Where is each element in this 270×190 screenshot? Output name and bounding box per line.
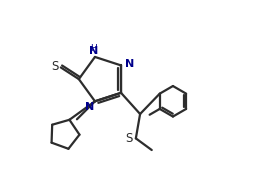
- Text: S: S: [51, 60, 58, 73]
- Text: N: N: [125, 59, 134, 69]
- Text: S: S: [125, 132, 133, 145]
- Text: N: N: [85, 102, 94, 112]
- Text: H: H: [90, 44, 97, 53]
- Text: N: N: [89, 46, 99, 56]
